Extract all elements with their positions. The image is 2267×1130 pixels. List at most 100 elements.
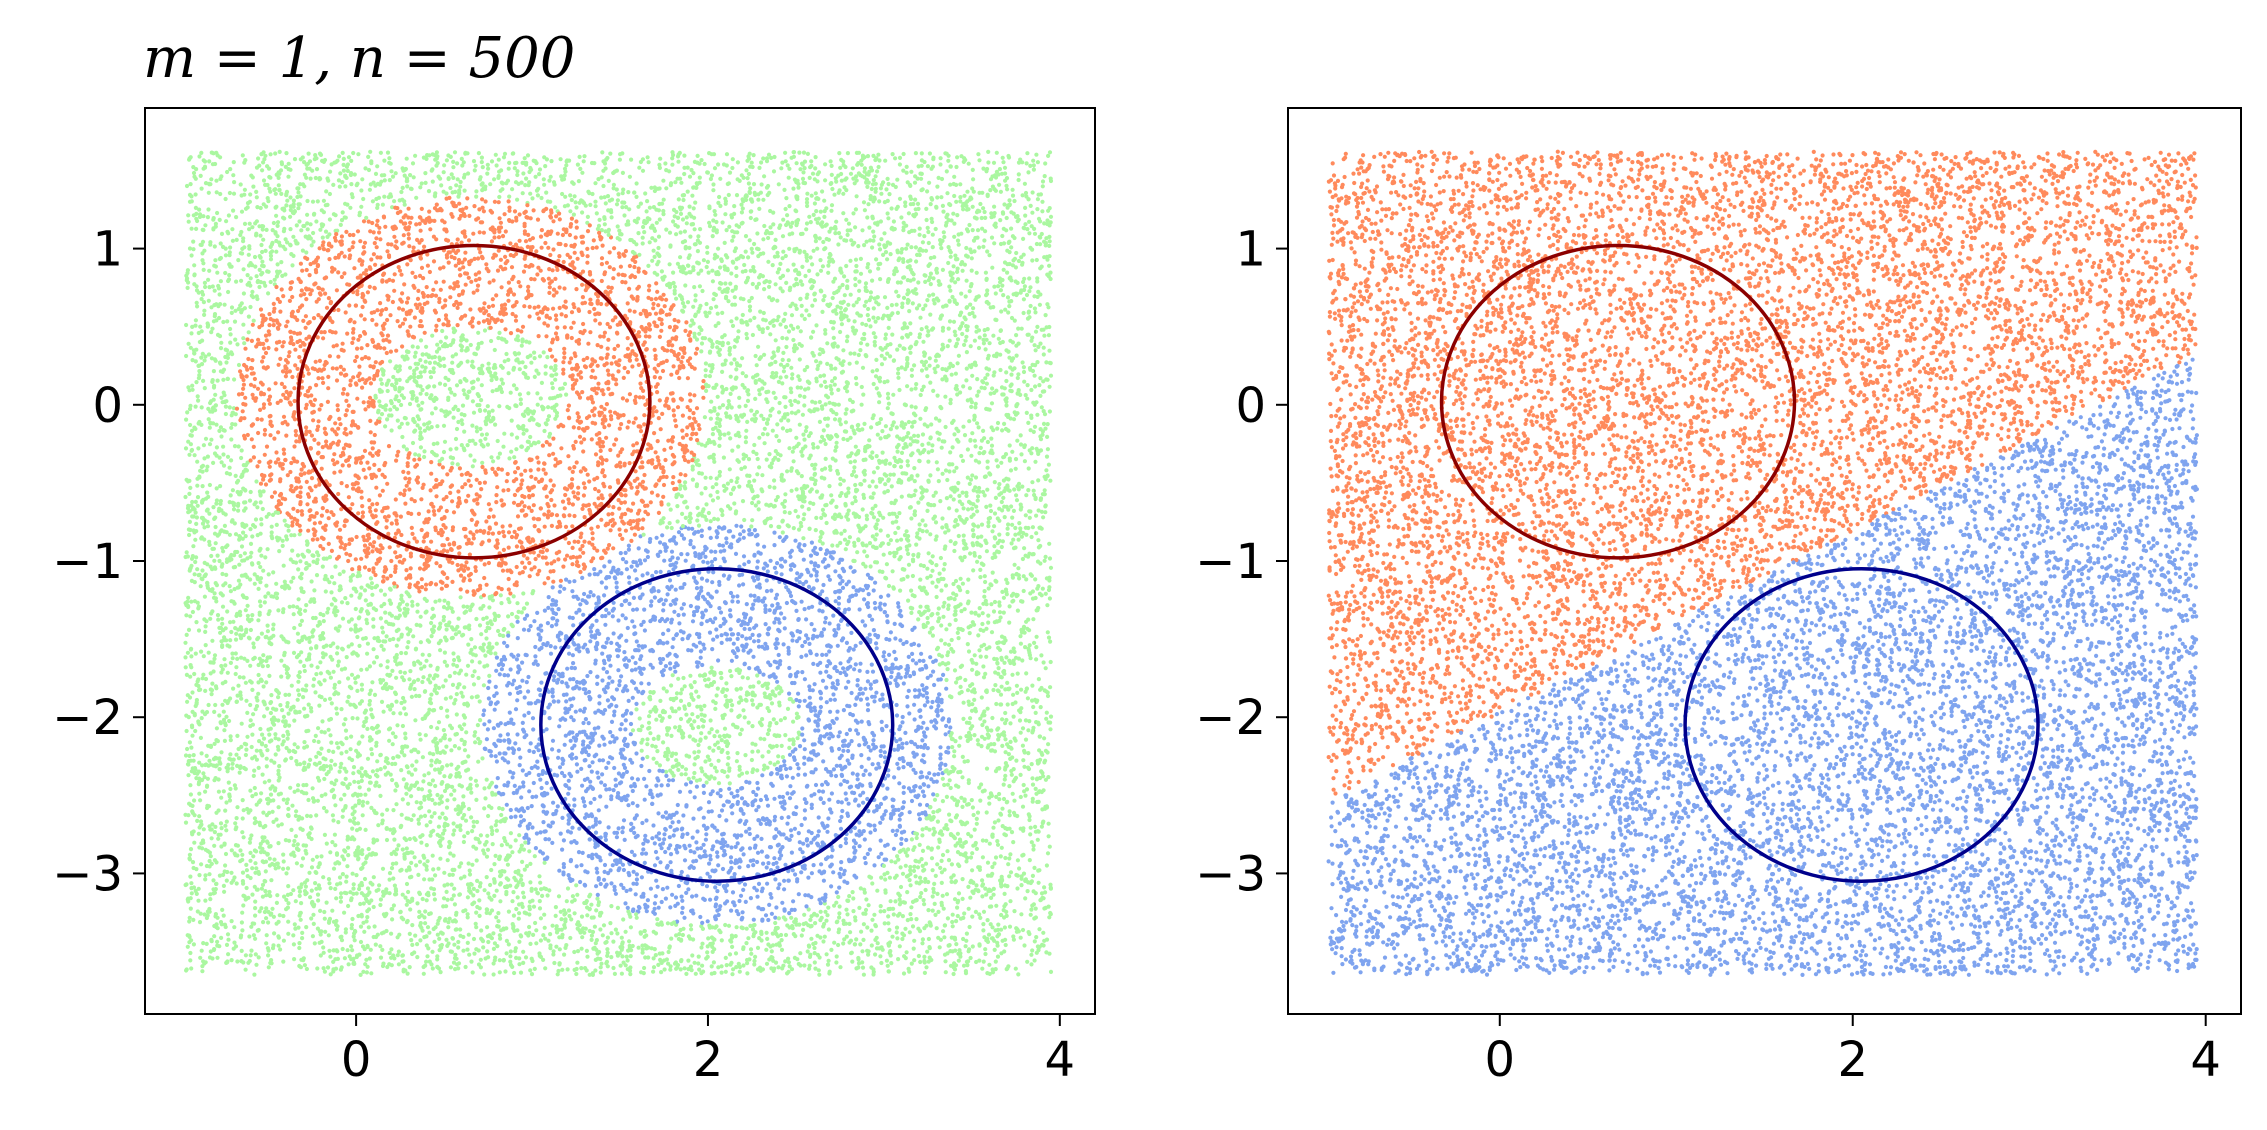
scatter-point: [873, 828, 877, 832]
scatter-point: [449, 447, 453, 451]
scatter-point: [914, 386, 918, 390]
scatter-point: [1006, 295, 1010, 299]
scatter-point: [586, 254, 590, 258]
scatter-point: [810, 304, 814, 308]
scatter-point: [1034, 787, 1038, 791]
scatter-point: [718, 470, 722, 474]
scatter-point: [532, 905, 536, 909]
scatter-point: [522, 713, 526, 717]
scatter-point: [844, 264, 848, 268]
scatter-point: [415, 800, 419, 804]
scatter-point: [538, 167, 542, 171]
scatter-point: [704, 502, 708, 506]
scatter-point: [942, 783, 946, 787]
scatter-point: [314, 755, 318, 759]
scatter-point: [583, 486, 587, 490]
scatter-point: [377, 784, 381, 788]
scatter-point: [718, 287, 722, 291]
scatter-point: [865, 215, 869, 219]
scatter-point: [847, 607, 851, 611]
scatter-point: [631, 655, 635, 659]
scatter-point: [872, 628, 876, 632]
scatter-point: [394, 700, 398, 704]
scatter-point: [1038, 376, 1042, 380]
scatter-point: [539, 681, 543, 685]
scatter-point: [481, 945, 485, 949]
scatter-point: [918, 316, 922, 320]
scatter-point: [649, 500, 653, 504]
scatter-point: [278, 357, 282, 361]
scatter-point: [379, 616, 383, 620]
scatter-point: [830, 791, 834, 795]
scatter-point: [477, 151, 481, 155]
scatter-point: [459, 574, 463, 578]
scatter-point: [596, 382, 600, 386]
scatter-point: [261, 811, 265, 815]
scatter-point: [422, 422, 426, 426]
scatter-point: [768, 414, 772, 418]
scatter-point: [599, 780, 603, 784]
scatter-point: [824, 402, 828, 406]
scatter-point: [668, 231, 672, 235]
scatter-point: [470, 659, 474, 663]
scatter-point: [854, 258, 858, 262]
scatter-point: [386, 151, 390, 155]
scatter-point: [244, 681, 248, 685]
scatter-point: [612, 267, 616, 271]
scatter-point: [911, 924, 915, 928]
scatter-point: [1002, 797, 1006, 801]
scatter-point: [900, 937, 904, 941]
scatter-point: [527, 789, 531, 793]
scatter-point: [568, 936, 572, 940]
scatter-point: [443, 660, 447, 664]
scatter-point: [823, 178, 827, 182]
scatter-point: [621, 396, 625, 400]
scatter-point: [620, 205, 624, 209]
scatter-point: [1043, 174, 1047, 178]
scatter-point: [287, 350, 291, 354]
scatter-point: [370, 549, 374, 553]
scatter-point: [575, 893, 579, 897]
scatter-point: [654, 450, 658, 454]
scatter-point: [407, 207, 411, 211]
scatter-point: [889, 899, 893, 903]
scatter-point: [936, 845, 940, 849]
scatter-point: [835, 710, 839, 714]
scatter-point: [395, 644, 399, 648]
scatter-point: [933, 913, 937, 917]
scatter-point: [439, 340, 443, 344]
scatter-point: [894, 657, 898, 661]
scatter-point: [968, 631, 972, 635]
scatter-point: [404, 651, 408, 655]
scatter-point: [1025, 161, 1029, 165]
scatter-point: [681, 676, 685, 680]
scatter-point: [418, 302, 422, 306]
scatter-point: [409, 566, 413, 570]
scatter-point: [192, 753, 196, 757]
scatter-point: [629, 711, 633, 715]
scatter-point: [797, 151, 801, 155]
scatter-point: [729, 591, 733, 595]
scatter-point: [290, 375, 294, 379]
scatter-point: [1011, 792, 1015, 796]
scatter-point: [746, 864, 750, 868]
scatter-point: [819, 269, 823, 273]
scatter-point: [932, 882, 936, 886]
scatter-point: [649, 599, 653, 603]
scatter-point: [898, 156, 902, 160]
scatter-point: [470, 518, 474, 522]
scatter-point: [580, 171, 584, 175]
scatter-point: [980, 723, 984, 727]
scatter-point: [419, 338, 423, 342]
scatter-point: [219, 341, 223, 345]
scatter-point: [888, 462, 892, 466]
scatter-point: [347, 248, 351, 252]
scatter-point: [494, 493, 498, 497]
scatter-point: [234, 215, 238, 219]
scatter-point: [359, 205, 363, 209]
scatter-point: [1044, 313, 1048, 317]
scatter-point: [726, 756, 730, 760]
scatter-point: [957, 959, 961, 963]
scatter-point: [753, 955, 757, 959]
scatter-point: [879, 417, 883, 421]
